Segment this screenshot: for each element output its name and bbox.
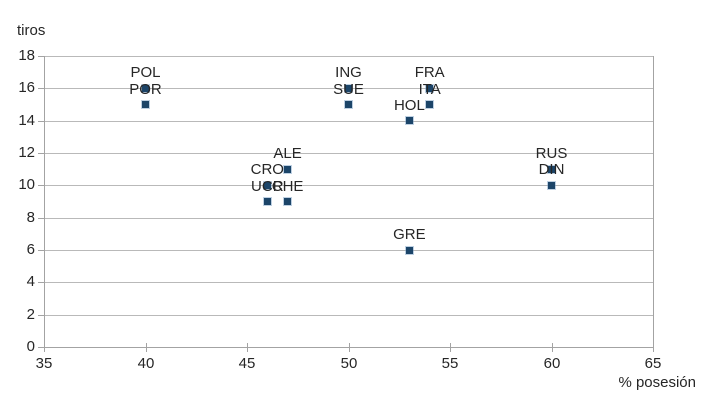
point-label: ALE — [273, 145, 302, 163]
point-label: RUS — [535, 145, 568, 163]
y-axis-tick — [38, 347, 44, 348]
point-label: POR — [129, 80, 162, 98]
y-tick-label: 8 — [26, 209, 35, 226]
gridline — [44, 121, 653, 122]
point-label: HOL — [393, 96, 425, 114]
point-label: DIN — [538, 161, 565, 179]
gridline — [44, 315, 653, 316]
gridline — [44, 56, 653, 57]
x-axis-title: % posesión — [618, 374, 696, 391]
data-point — [426, 101, 433, 108]
x-tick-label: 50 — [340, 355, 358, 372]
x-axis-line — [44, 347, 653, 348]
x-tick-label: 45 — [238, 355, 256, 372]
point-label: CRO — [250, 161, 284, 179]
gridline — [44, 218, 653, 219]
data-point — [345, 85, 352, 92]
y-tick-label: 14 — [18, 112, 35, 129]
y-tick-label: 18 — [18, 47, 35, 64]
y-axis-line — [44, 56, 45, 347]
point-label: CHE — [271, 177, 304, 195]
gridline — [44, 153, 653, 154]
y-tick-label: 16 — [18, 79, 35, 96]
data-point — [548, 166, 555, 173]
data-point — [284, 166, 291, 173]
x-tick-label: 60 — [543, 355, 561, 372]
y-axis-tick — [38, 153, 44, 154]
point-label: UCR — [251, 177, 284, 195]
y-axis-tick — [38, 56, 44, 57]
point-label: FRA — [414, 64, 445, 82]
gridline — [44, 282, 653, 283]
x-tick-label: 40 — [137, 355, 155, 372]
point-label: POL — [130, 64, 161, 82]
x-tick-label: 55 — [441, 355, 459, 372]
data-point — [142, 101, 149, 108]
data-point — [406, 117, 413, 124]
data-point — [284, 198, 291, 205]
data-point — [264, 182, 271, 189]
y-axis-tick — [38, 218, 44, 219]
y-axis-tick — [38, 282, 44, 283]
y-axis-tick — [38, 88, 44, 89]
x-tick-label: 65 — [644, 355, 662, 372]
y-axis-tick — [38, 315, 44, 316]
y-tick-label: 2 — [26, 306, 35, 323]
data-point — [345, 101, 352, 108]
y-axis-tick — [38, 250, 44, 251]
y-tick-label: 6 — [26, 241, 35, 258]
point-label: ITA — [418, 80, 441, 98]
gridline — [44, 185, 653, 186]
plot-right-border — [653, 56, 654, 347]
point-label: ING — [335, 64, 362, 82]
y-axis-title: tiros — [17, 22, 46, 39]
point-label: SUE — [333, 80, 364, 98]
data-point — [426, 85, 433, 92]
y-axis-tick — [38, 185, 44, 186]
data-point — [406, 247, 413, 254]
data-point — [264, 198, 271, 205]
point-label: GRE — [393, 226, 426, 243]
y-tick-label: 12 — [18, 144, 35, 161]
y-tick-label: 10 — [18, 176, 35, 193]
data-point — [548, 182, 555, 189]
x-tick-label: 35 — [35, 355, 53, 372]
gridline — [44, 250, 653, 251]
y-tick-label: 4 — [26, 273, 35, 290]
data-point — [142, 85, 149, 92]
x-axis-tick — [653, 343, 654, 352]
y-tick-label: 0 — [26, 338, 35, 355]
y-axis-tick — [38, 121, 44, 122]
